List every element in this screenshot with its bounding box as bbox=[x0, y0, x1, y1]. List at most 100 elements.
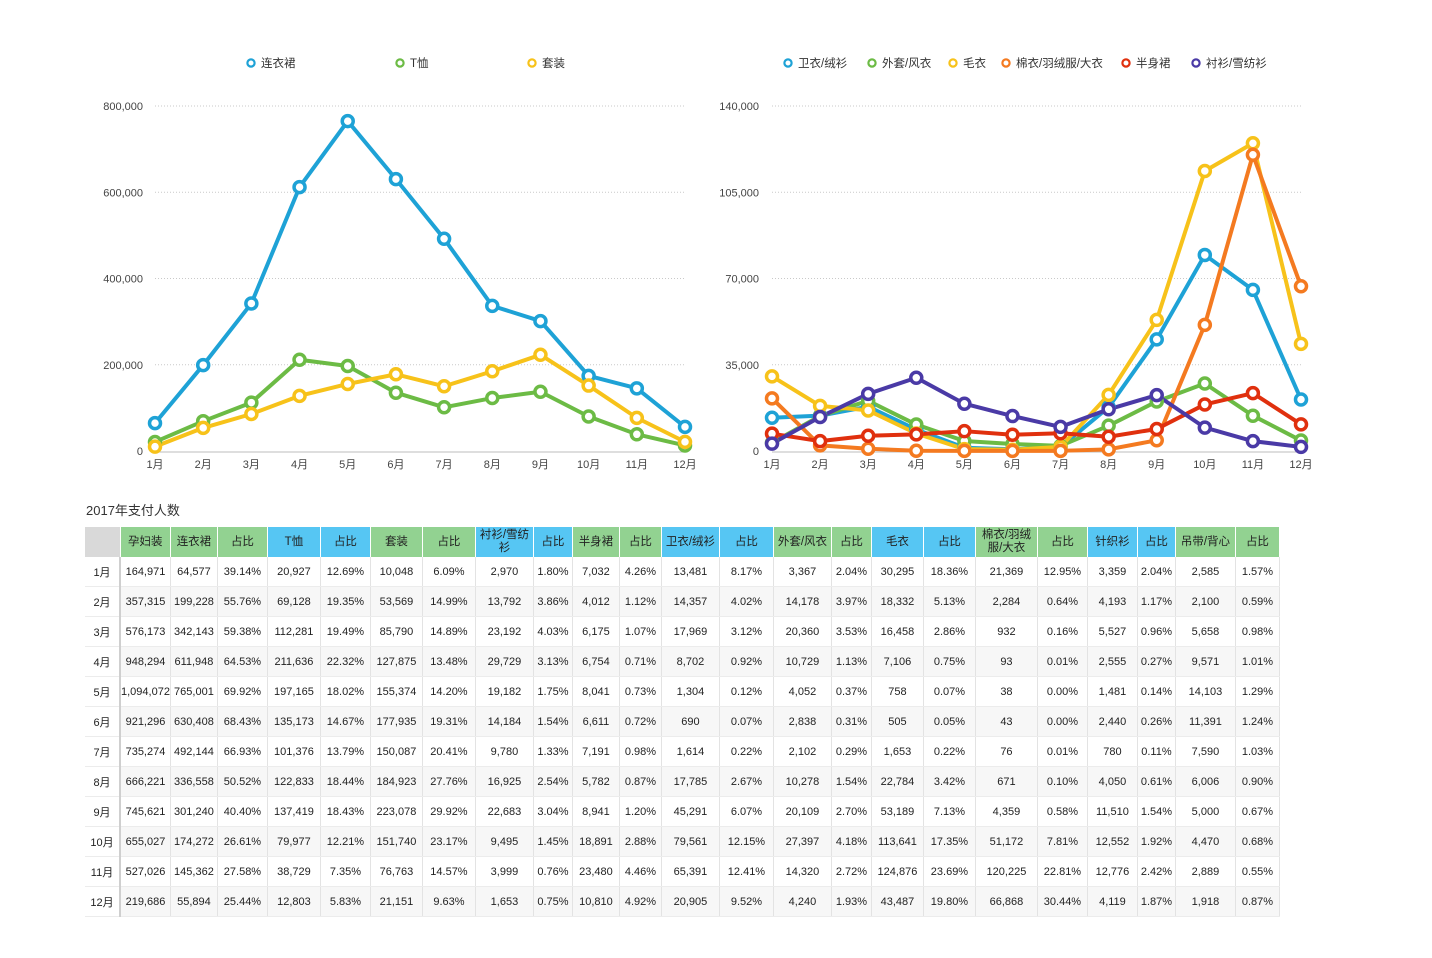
data-point bbox=[1197, 420, 1213, 435]
table-cell: 2.88% bbox=[619, 826, 662, 857]
data-point bbox=[677, 419, 693, 435]
x-tick-label: 11月 bbox=[626, 459, 648, 471]
table-cell: 12.15% bbox=[719, 826, 774, 857]
table-cell: 18,891 bbox=[572, 826, 620, 857]
data-point bbox=[1101, 442, 1116, 457]
table-cell: 20.41% bbox=[422, 736, 476, 767]
table-cell: 2,440 bbox=[1087, 706, 1138, 737]
table-cell: 8,941 bbox=[572, 796, 620, 827]
table-cell: 135,173 bbox=[267, 706, 321, 737]
x-tick-label: 3月 bbox=[860, 459, 877, 471]
table-cell: 13,481 bbox=[661, 557, 720, 587]
table-cell: 50.52% bbox=[217, 766, 268, 797]
column-header: 占比 bbox=[1137, 527, 1176, 557]
row-total-cell: 655,027 bbox=[120, 826, 171, 857]
table-cell: 0.07% bbox=[923, 676, 976, 707]
table-cell: 0.00% bbox=[1037, 676, 1088, 707]
table-cell: 5.13% bbox=[923, 586, 976, 617]
table-cell: 1.54% bbox=[831, 766, 872, 797]
column-header: 棉衣/羽绒服/大衣 bbox=[975, 527, 1038, 557]
table-cell: 4,052 bbox=[773, 676, 832, 707]
data-point bbox=[244, 296, 259, 311]
legend-label: 衬衫/雪纺衫 bbox=[1206, 56, 1267, 70]
table-cell: 1.07% bbox=[619, 616, 662, 647]
column-header: 半身裙 bbox=[572, 527, 620, 557]
data-point bbox=[1197, 247, 1213, 263]
data-point bbox=[957, 423, 972, 439]
table-cell: 0.71% bbox=[619, 646, 662, 677]
table-cell: 1,653 bbox=[475, 886, 534, 917]
table-cell: 14.89% bbox=[422, 616, 476, 647]
data-point bbox=[436, 379, 452, 394]
table-row: 5月 1,094,072 765,001 69.92% 197,165 18.02% 155… bbox=[85, 676, 1280, 707]
data-table-wrapper: 孕妇装 连衣裙 占比 T恤 占比 套装 占比 衬衫/雪纺衫 占比 半身裙 占比 卫衣/绒衫 占比 外套/风… bbox=[85, 527, 1280, 917]
table-cell: 13.48% bbox=[422, 646, 476, 677]
table-cell: 22.81% bbox=[1037, 856, 1088, 887]
data-point bbox=[1005, 427, 1020, 442]
table-cell: 14.57% bbox=[422, 856, 476, 887]
table-header-row: 孕妇装 连衣裙 占比 T恤 占比 套装 占比 衬衫/雪纺衫 占比 半身裙 占比 卫衣/绒衫 占比 外套/风… bbox=[85, 527, 1280, 557]
x-tick-label: 4月 bbox=[908, 459, 925, 471]
table-cell: 16,925 bbox=[475, 766, 534, 797]
row-month-label: 6月 bbox=[85, 706, 121, 737]
y-tick-label: 600,000 bbox=[103, 187, 143, 199]
column-header: 孕妇装 bbox=[120, 527, 171, 557]
row-total-cell: 948,294 bbox=[120, 646, 171, 677]
table-cell: 1.13% bbox=[831, 646, 872, 677]
column-header: 外套/风衣 bbox=[773, 527, 832, 557]
data-point bbox=[1245, 136, 1261, 151]
table-cell: 1.33% bbox=[533, 736, 573, 767]
table-row: 4月 948,294 611,948 64.53% 211,636 22.32% 127,8… bbox=[85, 646, 1280, 677]
table-cell: 5.83% bbox=[320, 886, 371, 917]
data-point bbox=[147, 415, 163, 431]
table-cell: 3.53% bbox=[831, 616, 872, 647]
data-point bbox=[629, 410, 645, 426]
table-cell: 2,284 bbox=[975, 586, 1038, 617]
x-tick-label: 12月 bbox=[673, 459, 696, 471]
table-cell: 4,050 bbox=[1087, 766, 1138, 797]
table-cell: 66.93% bbox=[217, 736, 268, 767]
column-header: 占比 bbox=[422, 527, 476, 557]
table-cell: 1.93% bbox=[831, 886, 872, 917]
table-cell: 68.43% bbox=[217, 706, 268, 737]
data-point bbox=[1245, 408, 1261, 423]
data-point bbox=[533, 347, 548, 363]
data-point bbox=[677, 434, 693, 450]
table-cell: 1,614 bbox=[661, 736, 720, 767]
table-cell: 0.22% bbox=[719, 736, 774, 767]
table-cell: 120,225 bbox=[975, 856, 1038, 887]
table-cell: 0.01% bbox=[1037, 736, 1088, 767]
data-point bbox=[1101, 429, 1116, 445]
legend-marker bbox=[527, 58, 537, 68]
data-point bbox=[1005, 408, 1020, 424]
table-cell: 79,977 bbox=[267, 826, 321, 857]
data-point bbox=[1293, 278, 1309, 294]
left-line-chart: 0 200,000 400,000 600,000 800,000 1月 2月 3月 4月 5月 6… bbox=[103, 56, 696, 471]
table-cell: 55.76% bbox=[217, 586, 268, 617]
table-cell: 14,178 bbox=[773, 586, 832, 617]
y-tick-label: 0 bbox=[753, 446, 759, 458]
table-cell: 2.86% bbox=[923, 616, 976, 647]
table-cell: 85,790 bbox=[370, 616, 423, 647]
table-cell: 0.76% bbox=[533, 856, 573, 887]
table-cell: 55,894 bbox=[170, 886, 218, 917]
table-cell: 3.42% bbox=[923, 766, 976, 797]
data-point bbox=[764, 436, 780, 451]
data-point bbox=[909, 443, 924, 459]
table-cell: 0.90% bbox=[1235, 766, 1280, 797]
table-cell: 3,367 bbox=[773, 557, 832, 587]
table-cell: 12.41% bbox=[719, 856, 774, 887]
table-cell: 1,304 bbox=[661, 676, 720, 707]
table-cell: 0.92% bbox=[719, 646, 774, 677]
legend-marker bbox=[395, 58, 405, 68]
table-cell: 22.32% bbox=[320, 646, 371, 677]
table-cell: 2.72% bbox=[831, 856, 872, 887]
x-tick-label: 11月 bbox=[1242, 459, 1264, 471]
table-cell: 66,868 bbox=[975, 886, 1038, 917]
data-point bbox=[436, 400, 452, 415]
table-cell: 3.86% bbox=[533, 586, 573, 617]
table-cell: 1.24% bbox=[1235, 706, 1280, 737]
table-cell: 14,320 bbox=[773, 856, 832, 887]
table-cell: 6,006 bbox=[1175, 766, 1236, 797]
table-cell: 76 bbox=[975, 736, 1038, 767]
